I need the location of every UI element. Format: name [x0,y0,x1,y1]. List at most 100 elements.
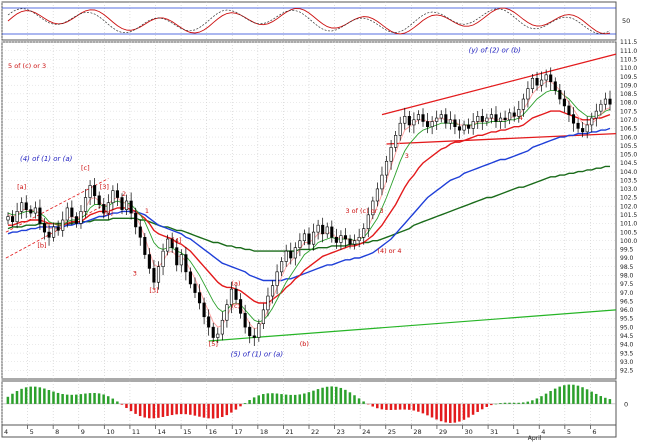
oscillator-bar [175,403,178,415]
candle-body [430,121,434,127]
candle-body [421,114,425,122]
oscillator-bar [412,403,416,411]
date-tick-label: 25 [388,428,396,436]
candle-body [444,114,448,124]
date-tick-label: 15 [183,428,191,436]
date-tick-label: 5 [30,428,34,436]
oscillator-bar [275,393,279,404]
candle-body [120,197,124,210]
candle-body [216,333,220,338]
oscillator-bar [485,403,489,407]
candle-body [266,295,270,311]
candle-body [403,116,407,124]
oscillator-bar [239,403,242,407]
rsi-panel: 50 [1,1,630,41]
oscillator-bar [544,393,548,404]
oscillator-bar [230,403,233,413]
wave-label-red: [3] [100,183,109,191]
candle-body [362,228,366,238]
candle-body [599,103,603,112]
price-tick-label: 106.5 [620,126,637,133]
oscillator-bar [521,402,525,404]
oscillator-bar [198,403,201,417]
candle-body [316,224,320,233]
price-tick-label: 92.5 [620,368,634,375]
price-tick-label: 98.0 [620,273,634,280]
oscillator-bar [61,394,64,404]
support-trendline [208,309,617,342]
candle-body [435,117,439,122]
oscillator-bar [417,403,420,412]
candle-body [407,116,411,126]
oscillator-bar [535,398,539,404]
date-tick-label: 21 [285,428,293,436]
candle-body [6,216,10,221]
early-channel-lower [5,202,109,259]
candle-body [115,190,120,198]
candle-body [138,226,142,238]
price-tick-label: 100.5 [620,229,637,236]
candle-body [503,117,507,121]
date-tick-label: 17 [234,428,242,436]
oscillator-bar [125,403,128,408]
oscillator-bar [216,403,219,419]
candle-body [416,114,421,121]
oscillator-bar [6,396,10,404]
candle-body [102,204,106,214]
candle-body [603,98,607,105]
candle-body [307,233,311,245]
candle-body [220,319,224,335]
candle-body [494,114,498,122]
candle-body [143,236,147,255]
candle-body [270,285,275,297]
oscillator-bar [88,393,92,404]
oscillator-bar [563,385,566,404]
oscillator-bar [56,392,60,404]
oscillator-bar [540,396,543,404]
candle-body [193,283,197,293]
oscillator-bar [280,394,283,404]
candle-body [11,216,15,223]
candle-body [558,90,562,100]
date-tick-label: 4 [4,428,8,436]
price-tick-label: 98.5 [620,264,634,271]
candle-body [293,247,297,259]
oscillator-bar [243,403,247,404]
oscillator-bar [549,391,552,404]
price-tick-label: 104.5 [620,160,637,167]
month-label: April [528,435,542,442]
oscillator-bar [403,403,406,410]
oscillator-bar [161,403,165,417]
candle-body [334,236,338,243]
wave-label-red: [c] [81,164,90,172]
oscillator-bar [572,384,575,404]
wave-label-red: 5 of (c) or 3 [8,62,46,70]
oscillator-bar [312,390,315,404]
oscillator-bar [307,392,311,404]
oscillator-bar [517,402,520,404]
candle-body [79,211,83,224]
date-axis: 4 5 8 9 10 11 14 15 16 17 18 21 22 23 24 25 28 29 30 31 1 4 5 6… [1,424,617,442]
date-tick-label: 11 [132,428,140,436]
oscillator-bar [120,403,124,405]
candle-body [38,207,42,224]
oscillator-bar [143,403,146,418]
candle-body [498,117,503,122]
price-tick-label: 109.5 [620,74,637,81]
oscillator-bar [389,403,393,410]
date-tick-label: 8 [55,428,59,436]
date-tick-label: 1 [516,428,520,436]
candle-body [42,223,47,233]
candle-body [489,114,493,119]
date-tick-label: 16 [209,428,217,436]
candle-body [280,261,284,273]
oscillator-bar [608,399,612,404]
oscillator-bar [252,397,256,404]
price-tick-label: 104.0 [620,169,637,176]
candle-body [567,105,571,115]
oscillator-bar [334,386,338,404]
price-tick-label: 94.0 [620,342,634,349]
oscillator-bar [148,403,151,419]
oscillator-bar [599,396,603,404]
